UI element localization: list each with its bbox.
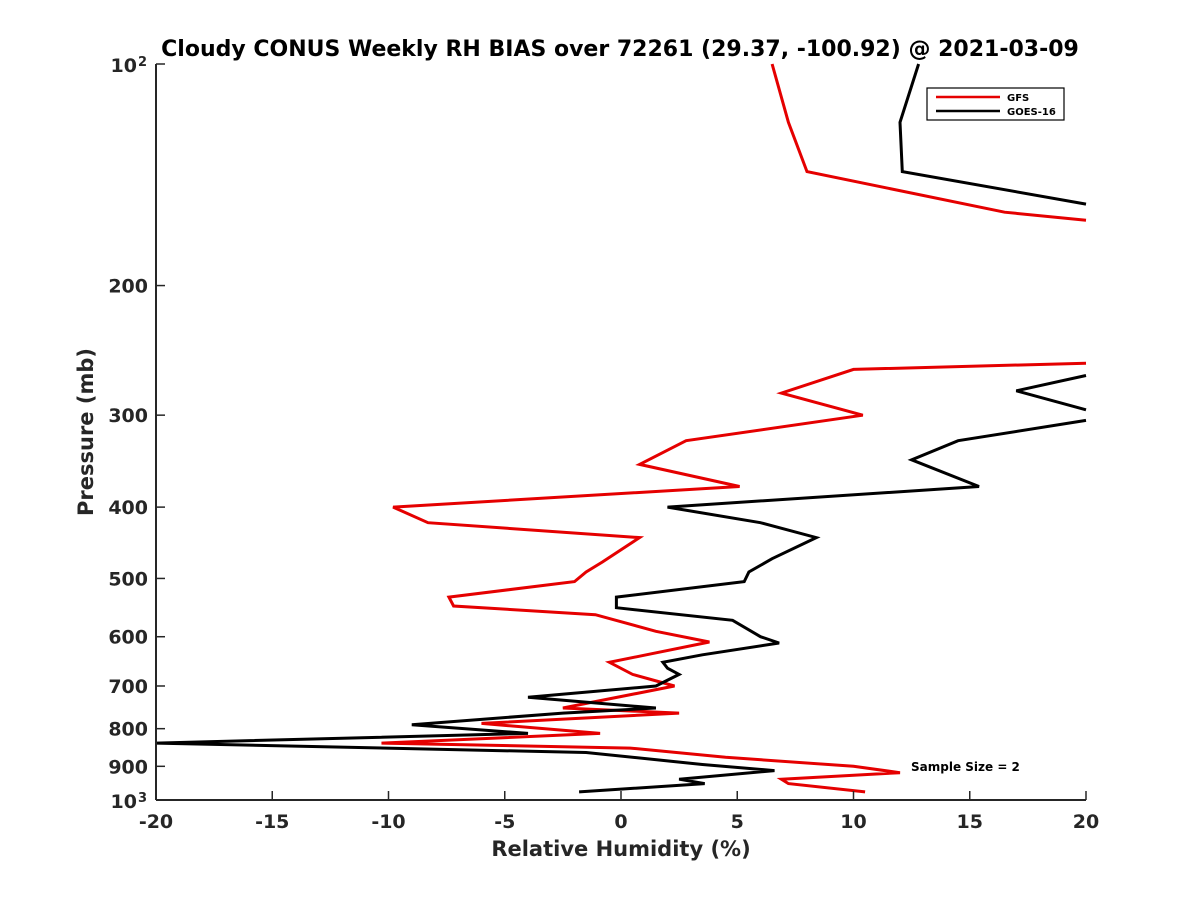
x-tick-label: 0 <box>614 811 627 833</box>
x-tick-label: 5 <box>731 811 744 833</box>
series-line-1 <box>155 418 1087 794</box>
y-tick-label: 200 <box>108 276 148 298</box>
x-tick-label: 20 <box>1073 811 1099 833</box>
y-tick-label: 700 <box>108 676 148 698</box>
y-tick-base: 10 <box>111 791 137 813</box>
series-line-4 <box>898 63 1087 206</box>
legend-box <box>926 87 1065 121</box>
legend: GFS GOES-16 <box>926 87 1065 121</box>
y-tick-label: 900 <box>108 756 148 778</box>
x-tick-label: -10 <box>371 811 405 833</box>
x-tick-label: 15 <box>957 811 983 833</box>
series-line-0 <box>381 361 1087 794</box>
y-tick-label: 600 <box>108 627 148 649</box>
legend-label-gfs: GFS <box>1007 93 1029 104</box>
series-layer <box>155 63 1087 794</box>
y-axis-label: Pressure (mb) <box>74 348 98 516</box>
y-tick-exponent: 2 <box>138 55 147 70</box>
sample-size-annotation: Sample Size = 2 <box>911 760 1020 774</box>
y-tick-label: 300 <box>108 405 148 427</box>
chart-title: Cloudy CONUS Weekly RH BIAS over 72261 (… <box>161 37 1079 62</box>
x-ticks: -20 -15 -10 -5 0 5 10 15 20 <box>139 791 1099 833</box>
y-tick-label: 800 <box>108 719 148 741</box>
series-line-3 <box>770 63 1087 222</box>
y-tick-exponent: 3 <box>138 791 147 806</box>
x-tick-label: -5 <box>494 811 515 833</box>
x-axis-label: Relative Humidity (%) <box>491 837 750 861</box>
y-tick-label: 500 <box>108 568 148 590</box>
x-tick-label: -15 <box>255 811 289 833</box>
y-tick-label: 400 <box>108 497 148 519</box>
legend-label-goes16: GOES-16 <box>1007 107 1056 118</box>
y-tick-label: 10 <box>111 791 137 813</box>
x-tick-label: 10 <box>840 811 866 833</box>
x-tick-label: -20 <box>139 811 173 833</box>
y-tick-base: 10 <box>111 55 137 77</box>
y-tick-label: 10 <box>111 55 137 77</box>
series-line-2 <box>1015 374 1087 412</box>
